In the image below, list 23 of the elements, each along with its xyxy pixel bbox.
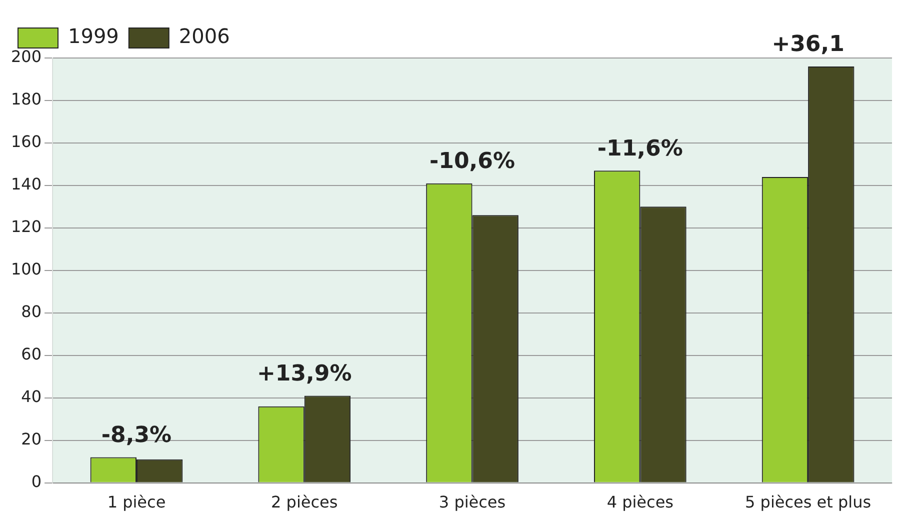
- legend-label: 2006: [178, 24, 230, 48]
- y-tick-label: 20: [21, 429, 42, 448]
- x-tick-label: 3 pièces: [438, 492, 506, 512]
- annotation: -8,3%: [101, 423, 172, 448]
- y-tick-label: 160: [10, 132, 42, 152]
- y-tick-label: 200: [10, 47, 42, 66]
- x-tick-label: 2 pièces: [271, 492, 338, 512]
- x-tick-label: 5 pièces et plus: [745, 492, 872, 512]
- annotation: +13,9%: [256, 361, 352, 386]
- legend-label: 1999: [68, 24, 119, 48]
- y-tick-label: 120: [10, 217, 42, 236]
- y-tick-label: 80: [21, 302, 42, 322]
- y-tick-label: 40: [21, 386, 42, 406]
- y-tick-label: 180: [10, 90, 42, 109]
- y-tick-label: 140: [10, 174, 42, 194]
- y-tick-label: 0: [31, 472, 42, 491]
- annotation: -11,6%: [597, 136, 683, 162]
- x-tick-label: 4 pièces: [606, 492, 674, 512]
- y-tick-label: 60: [21, 344, 42, 364]
- x-tick-label: 1 pièce: [107, 492, 166, 512]
- annotation: +36,1: [772, 32, 844, 58]
- annotation: -10,6%: [430, 149, 516, 174]
- y-tick-label: 100: [10, 260, 42, 279]
